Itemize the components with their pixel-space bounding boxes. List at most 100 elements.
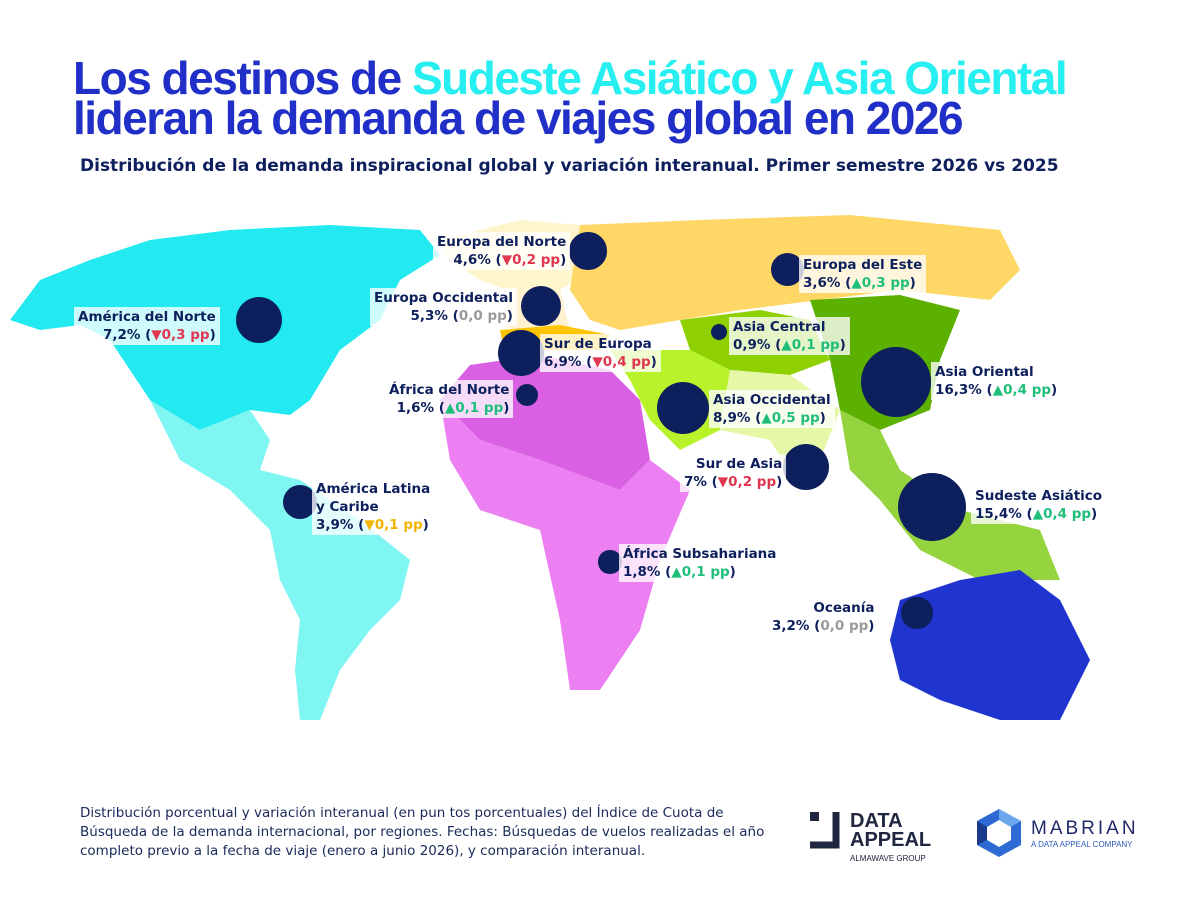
bubble-8 <box>657 382 709 434</box>
share: 7,2% <box>102 327 141 343</box>
region-southeast-asia <box>840 410 1060 580</box>
region-value: 7,2% (▼0,3 pp) <box>102 327 216 343</box>
change: ▲0,1 pp <box>444 400 504 416</box>
mabrian-logo: MABRIAN A DATA APPEAL COMPANY <box>975 808 1139 858</box>
region-value: 1,6% (▲0,1 pp) <box>396 400 510 416</box>
data-appeal-subtitle: ALMAWAVE GROUP <box>850 854 926 863</box>
world-map <box>10 215 1090 720</box>
change: ▲0,4 pp <box>992 382 1052 398</box>
change: ▼0,2 pp <box>717 474 777 490</box>
share: 4,6% <box>453 252 491 268</box>
region-oceania <box>890 570 1090 720</box>
region-label: Oceanía 3,2% (0,0 pp) <box>768 598 879 636</box>
bubble-0 <box>569 232 607 270</box>
region-name: Asia Oriental <box>935 364 1034 380</box>
share: 3,6% <box>803 275 841 291</box>
data-appeal-logo: DATA APPEAL ALMAWAVE GROUP <box>810 810 950 863</box>
region-name: África Subsahariana <box>623 546 777 562</box>
region-label: Europa del Norte 4,6% (▼0,2 pp) <box>433 232 571 270</box>
title-part: Los destinos de <box>73 52 412 104</box>
region-name: Sudeste Asiático <box>975 488 1103 504</box>
change: ▲0,1 pp <box>781 337 840 353</box>
region-value: 15,4% (▲0,4 pp) <box>975 506 1098 522</box>
share: 7% <box>684 474 707 490</box>
bubble-9 <box>782 443 829 490</box>
change: 0,0 pp <box>820 618 869 634</box>
region-value: 3,2% (0,0 pp) <box>772 618 875 634</box>
region-label: Asia Occidental 8,9% (▲0,5 pp) <box>709 390 835 428</box>
change: ▼0,4 pp <box>592 354 651 370</box>
region-label: Europa del Este 3,6% (▲0,3 pp) <box>799 255 927 293</box>
region-label: África del Norte 1,6% (▲0,1 pp) <box>385 380 514 418</box>
bubble-1 <box>771 253 805 287</box>
region-subsaharan-africa <box>440 400 690 690</box>
share: 0,9% <box>733 337 771 353</box>
region-label: Europa Occidental 5,3% (0,0 pp) <box>370 288 517 326</box>
change: ▲0,3 pp <box>851 275 910 291</box>
share: 3,2% <box>772 618 810 634</box>
mabrian-hexagon-icon <box>977 809 1021 857</box>
footnote: Distribución porcentual y variación inte… <box>80 805 765 859</box>
region-value: 5,3% (0,0 pp) <box>410 308 513 324</box>
region-name: Asia Occidental <box>713 392 831 408</box>
change: ▲0,4 pp <box>1032 506 1092 522</box>
region-name: Sur de Asia <box>695 456 783 472</box>
mabrian-wordmark: MABRIAN <box>1031 817 1139 839</box>
region-label: Asia Central 0,9% (▲0,1 pp) <box>729 317 850 355</box>
region-label: América Latina y Caribe 3,9% (▼0,1 pp) <box>312 479 435 535</box>
region-label: África Subsahariana 1,8% (▲0,1 pp) <box>619 544 781 582</box>
bubble-5 <box>710 323 728 341</box>
region-name: África del Norte <box>389 382 510 398</box>
region-label: Sur de Europa 6,9% (▼0,4 pp) <box>540 334 661 372</box>
mabrian-subtitle: A DATA APPEAL COMPANY <box>1031 839 1133 849</box>
bubble-13 <box>901 597 933 629</box>
title-highlight: Sudeste Asiático y Asia Oriental <box>411 52 1068 104</box>
share: 16,3% <box>935 382 982 398</box>
bubble-6 <box>860 346 932 418</box>
change: ▼0,2 pp <box>501 252 561 268</box>
region-name: Sur de Europa <box>544 336 652 352</box>
data-appeal-wordmark: DATA APPEAL <box>850 810 932 851</box>
region-label: América del Norte 7,2% (▼0,3 pp) <box>74 307 220 345</box>
share: 8,9% <box>713 410 751 426</box>
bubble-7 <box>515 383 538 406</box>
bubble-4 <box>498 330 544 376</box>
region-value: 7% (▼0,2 pp) <box>684 474 783 490</box>
change: ▼0,3 pp <box>151 327 210 343</box>
bubble-3 <box>520 285 562 327</box>
region-value: 8,9% (▲0,5 pp) <box>713 410 826 426</box>
region-value: 3,9% (▼0,1 pp) <box>316 517 429 533</box>
share: 1,6% <box>396 400 435 416</box>
share: 1,8% <box>623 564 661 580</box>
region-name: Europa Occidental <box>374 290 513 306</box>
region-name-2: y Caribe <box>316 499 379 515</box>
region-value: 4,6% (▼0,2 pp) <box>453 252 567 268</box>
bubble-10 <box>897 472 967 542</box>
region-label: Sudeste Asiático 15,4% (▲0,4 pp) <box>971 486 1107 524</box>
region-value: 6,9% (▼0,4 pp) <box>544 354 657 370</box>
bubble-11 <box>282 484 318 520</box>
region-value: 0,9% (▲0,1 pp) <box>733 337 846 353</box>
change: 0,0 pp <box>458 308 507 324</box>
change: ▼0,1 pp <box>364 517 423 533</box>
region-name: Europa del Este <box>803 257 923 273</box>
share: 3,9% <box>316 517 354 533</box>
share: 5,3% <box>410 308 448 324</box>
region-name: América del Norte <box>78 309 216 325</box>
subtitle: Distribución de la demanda inspiracional… <box>80 156 1059 176</box>
region-name: América Latina <box>316 481 431 497</box>
region-label: Sur de Asia 7% (▼0,2 pp) <box>680 454 787 492</box>
title-line-1: Los destinos de Sudeste Asiático y Asia … <box>73 52 1068 104</box>
change: ▲0,5 pp <box>761 410 820 426</box>
region-value: 1,8% (▲0,1 pp) <box>623 564 736 580</box>
change: ▲0,1 pp <box>671 564 730 580</box>
region-north-america <box>10 225 440 430</box>
region-value: 3,6% (▲0,3 pp) <box>803 275 916 291</box>
region-latin-america <box>150 400 410 720</box>
region-value: 16,3% (▲0,4 pp) <box>935 382 1058 398</box>
share: 15,4% <box>975 506 1022 522</box>
region-name: Asia Central <box>733 319 826 335</box>
bubble-2 <box>235 296 283 344</box>
title-line-2: lideran la demanda de viajes global en 2… <box>73 92 964 144</box>
